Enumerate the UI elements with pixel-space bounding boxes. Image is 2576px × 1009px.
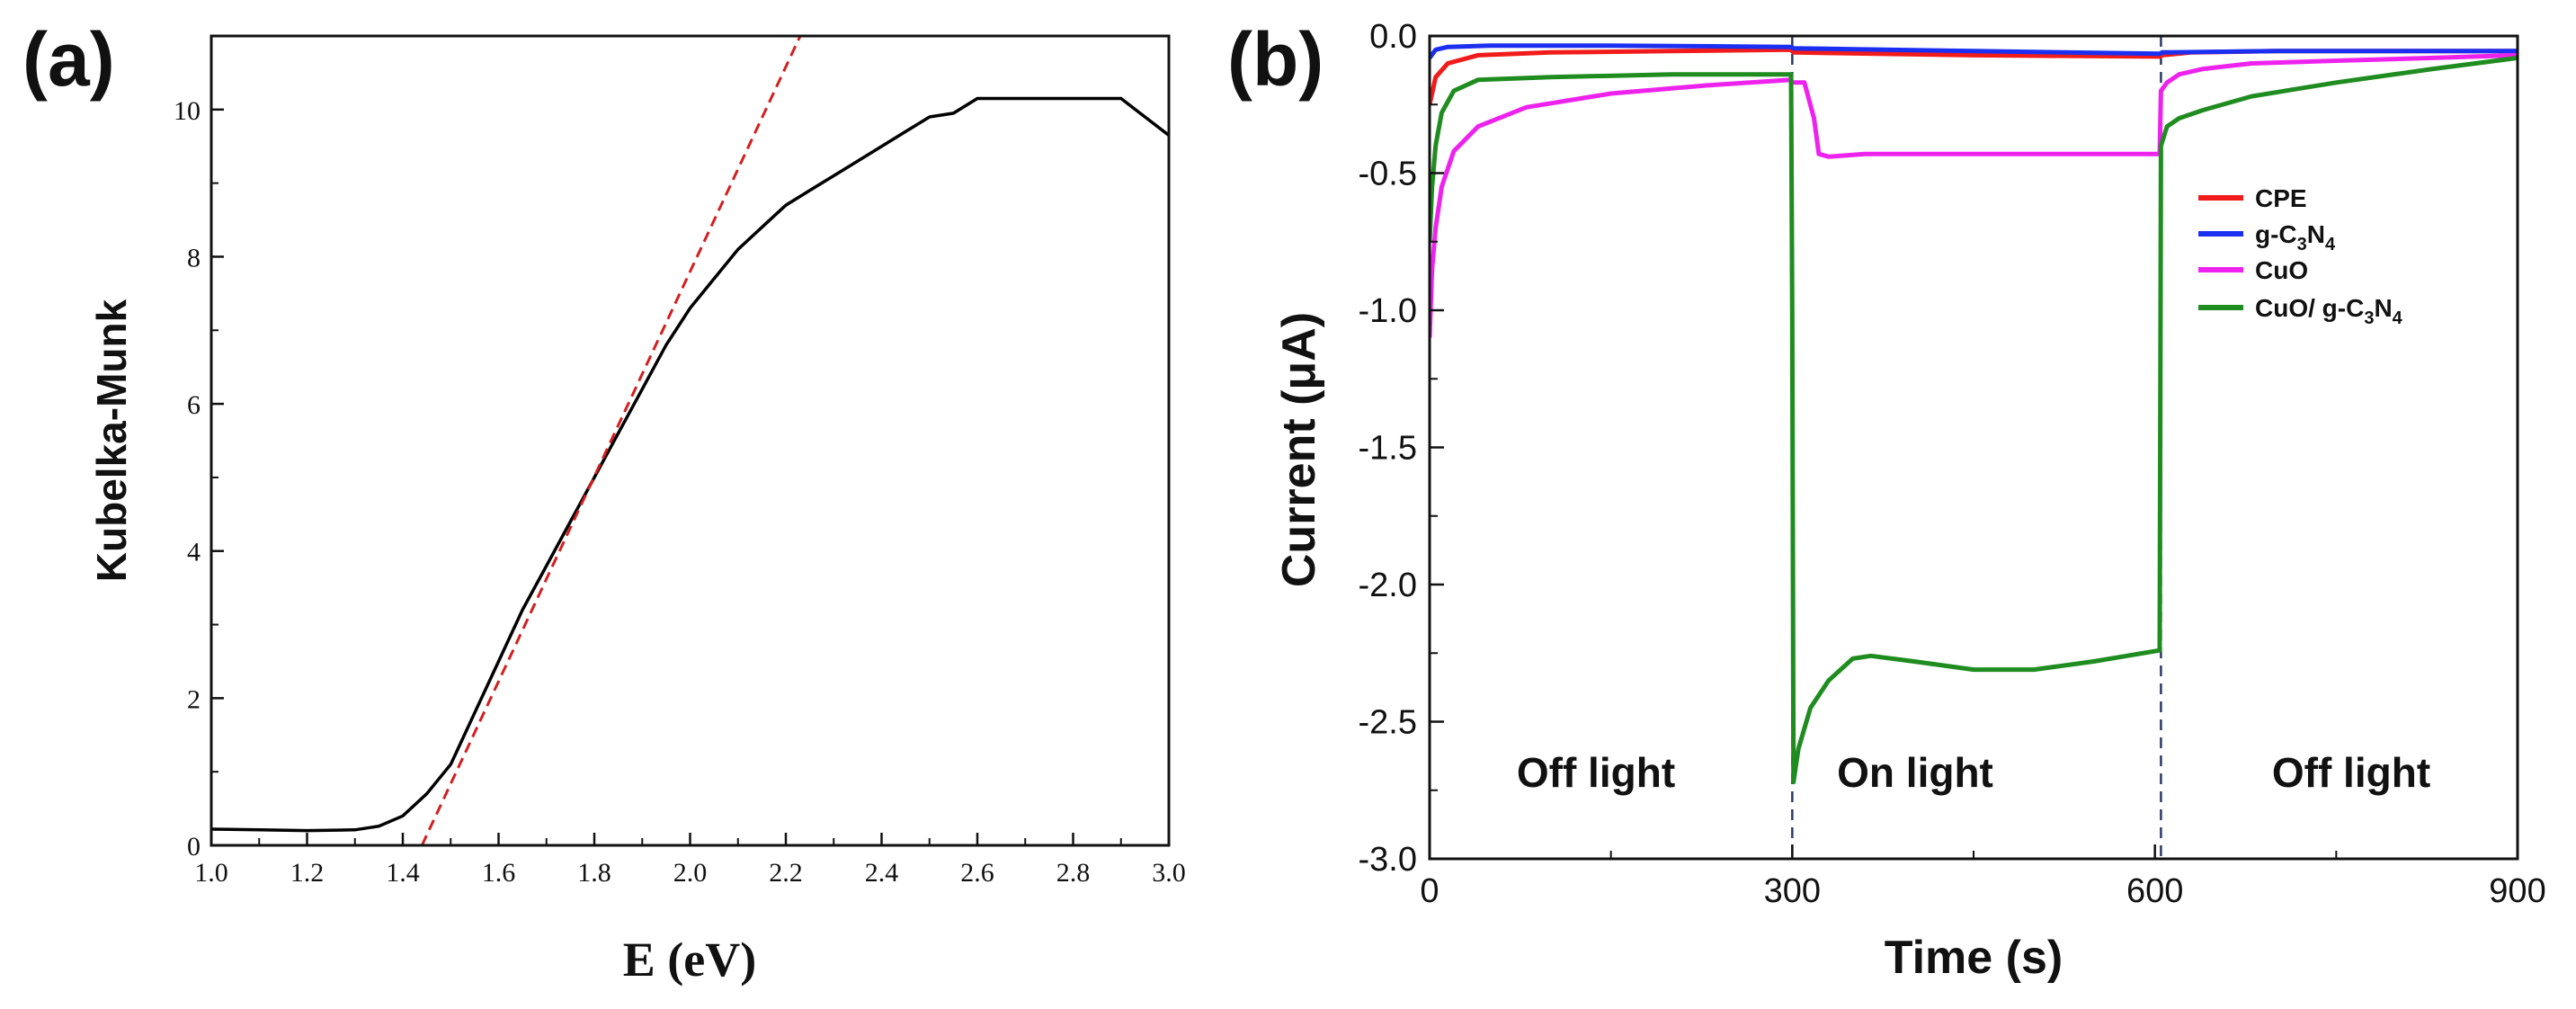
annotation-on-light: On light <box>1837 749 1993 796</box>
legend-label-cpe: CPE <box>2255 184 2307 212</box>
a-x-tick-label: 1.0 <box>194 858 228 888</box>
a-y-tick-label: 4 <box>187 538 201 567</box>
b-y-tick-label: -2.0 <box>1359 567 1417 604</box>
legend-label-cuo: CuO <box>2255 256 2308 284</box>
a-x-tick-label: 2.8 <box>1056 858 1091 888</box>
panel-b-y-axis-title: Current (μA) <box>1273 312 1325 587</box>
series-cuo-g-c3n4 <box>1430 55 2518 785</box>
panel-a: (a) 1.0 1.2 1.4 1.6 1.8 2.0 2.2 2.4 2.6 2.8 3.0 0 2 4… <box>22 17 1186 987</box>
b-y-tick-label: -1.5 <box>1359 430 1417 468</box>
b-x-tick-label: 300 <box>1764 872 1821 910</box>
a-x-tick-label: 3.0 <box>1152 858 1186 888</box>
b-y-tick-label: -3.0 <box>1359 841 1417 879</box>
series-tangent-fit <box>420 36 802 845</box>
a-x-tick-label: 2.4 <box>865 858 899 888</box>
b-y-tick-label: -2.5 <box>1359 704 1417 742</box>
panel-a-ticks: 1.0 1.2 1.4 1.6 1.8 2.0 2.2 2.4 2.6 2.8 3.0 0 2 4 6 8 10 <box>174 96 1186 888</box>
annotation-off-light-2: Off light <box>2272 749 2430 796</box>
a-y-tick-label: 8 <box>187 243 201 272</box>
a-y-tick-label: 10 <box>174 96 201 126</box>
a-x-tick-label: 2.6 <box>960 858 994 888</box>
a-x-tick-label: 1.4 <box>386 858 420 888</box>
a-y-tick-label: 0 <box>187 832 201 862</box>
a-x-tick-label: 2.2 <box>769 858 803 888</box>
panel-b-label: (b) <box>1227 17 1324 102</box>
panel-b-plot-area <box>1430 36 2518 859</box>
panel-a-label: (a) <box>22 17 115 102</box>
b-y-tick-label: -0.5 <box>1359 156 1417 193</box>
series-g-c3n4 <box>1430 43 2518 59</box>
annotation-off-light-1: Off light <box>1517 749 1675 796</box>
a-x-tick-label: 2.0 <box>673 858 708 888</box>
legend-label-cuo-gc3n4: CuO/ g-C3N4 <box>2255 294 2403 328</box>
panel-b-x-axis-title: Time (s) <box>1885 932 2063 984</box>
b-y-tick-label: -1.0 <box>1359 292 1417 330</box>
panel-b-ticks: 0 300 600 900 0.0 -0.5 -1.0 -1.5 -2.0 -2.5 -3.0 <box>1359 18 2546 910</box>
b-x-tick-label: 900 <box>2489 872 2545 910</box>
series-cuo <box>1430 52 2518 338</box>
panel-a-plot-area <box>211 36 1169 845</box>
a-x-tick-label: 1.2 <box>290 858 325 888</box>
panel-b-frame <box>1428 34 2519 861</box>
panel-a-x-axis-title: E (eV) <box>623 933 756 987</box>
b-x-tick-label: 600 <box>2126 872 2183 910</box>
b-x-tick-label: 0 <box>1420 872 1439 910</box>
b-y-tick-label: 0.0 <box>1369 18 1417 56</box>
a-y-tick-label: 2 <box>187 684 201 714</box>
legend: CPE g-C3N4 CuO CuO/ g-C3N4 <box>2198 184 2403 328</box>
panel-a-frame <box>209 34 1171 847</box>
panel-a-y-axis-title: Kubelka-Munk <box>88 299 135 582</box>
a-x-tick-label: 1.6 <box>482 858 516 888</box>
series-kubelka-munk-spectrum <box>211 96 1169 833</box>
a-y-tick-label: 6 <box>187 390 201 420</box>
legend-label-gc3n4: g-C3N4 <box>2255 220 2336 254</box>
panel-b: (b) 0 300 600 900 0.0 -0.5 -1.0 -1.5 -2.0 -2.5 -3.… <box>1227 17 2546 984</box>
a-x-tick-label: 1.8 <box>577 858 611 888</box>
